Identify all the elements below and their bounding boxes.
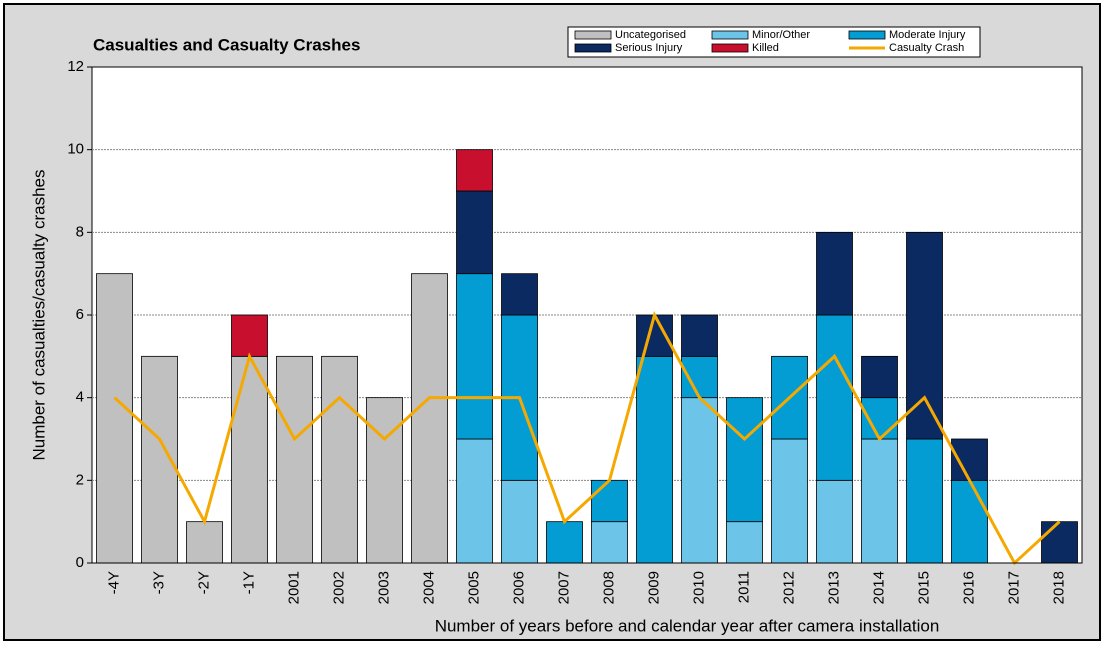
legend-swatch bbox=[848, 30, 886, 40]
x-tick-label: 2009 bbox=[645, 571, 662, 604]
bar-segment bbox=[951, 479, 988, 564]
bar-segment bbox=[816, 314, 853, 481]
bar-segment bbox=[636, 355, 673, 564]
bar-segment bbox=[861, 438, 898, 564]
bar-segment bbox=[861, 355, 898, 399]
bar-segment bbox=[321, 355, 358, 564]
y-axis-label: Number of casualties/casualty crashes bbox=[29, 169, 48, 460]
x-tick-label: 2012 bbox=[780, 571, 797, 604]
y-tick-label: 4 bbox=[76, 389, 84, 406]
x-tick-label: 2014 bbox=[870, 571, 887, 604]
legend-label: Uncategorised bbox=[615, 29, 686, 41]
x-tick-label: 2003 bbox=[375, 571, 392, 604]
bar-segment bbox=[456, 438, 493, 564]
bar-segment bbox=[681, 397, 718, 564]
x-tick-label: 2001 bbox=[285, 571, 302, 604]
legend-label: Minor/Other bbox=[752, 29, 810, 41]
x-tick-label: 2010 bbox=[690, 571, 707, 604]
bar-segment bbox=[456, 149, 493, 192]
y-tick-label: 2 bbox=[76, 471, 84, 488]
x-tick-label: 2002 bbox=[330, 571, 347, 604]
y-tick-label: 6 bbox=[76, 306, 84, 323]
bar-segment bbox=[231, 355, 268, 564]
y-tick-label: 0 bbox=[76, 554, 84, 571]
bar-segment bbox=[501, 479, 538, 564]
bar-segment bbox=[1041, 521, 1078, 564]
bar-segment bbox=[726, 397, 763, 523]
x-tick-label: -2Y bbox=[195, 571, 212, 594]
bar-segment bbox=[411, 273, 448, 564]
x-tick-label: -3Y bbox=[150, 571, 167, 594]
bar-segment bbox=[456, 273, 493, 440]
bar-segment bbox=[501, 273, 538, 316]
x-tick-label: 2013 bbox=[825, 571, 842, 604]
x-tick-label: 2008 bbox=[600, 571, 617, 604]
bar-segment bbox=[816, 479, 853, 564]
legend bbox=[567, 26, 981, 58]
x-tick-label: 2006 bbox=[510, 571, 527, 604]
chart-title: Casualties and Casualty Crashes bbox=[93, 35, 360, 54]
x-tick-label: 2017 bbox=[1005, 571, 1022, 604]
x-tick-label: 2005 bbox=[465, 571, 482, 604]
x-tick-label: -4Y bbox=[105, 571, 122, 594]
bar-segment bbox=[456, 190, 493, 275]
bar-segment bbox=[771, 438, 808, 564]
bar-segment bbox=[816, 231, 853, 316]
legend-label: Serious Injury bbox=[615, 42, 683, 54]
legend-swatch bbox=[711, 30, 749, 40]
bar-segment bbox=[546, 521, 583, 564]
x-tick-label: -1Y bbox=[240, 571, 257, 594]
x-tick-label: 2004 bbox=[420, 571, 437, 604]
bar-segment bbox=[366, 397, 403, 564]
bar-segment bbox=[906, 231, 943, 440]
legend-swatch bbox=[574, 30, 612, 40]
bar-segment bbox=[681, 314, 718, 357]
bar-segment bbox=[231, 314, 268, 357]
y-tick-label: 8 bbox=[76, 223, 84, 240]
legend-swatch bbox=[574, 43, 612, 53]
y-tick-label: 12 bbox=[67, 58, 84, 75]
bar-segment bbox=[591, 479, 628, 523]
x-axis-label: Number of years before and calendar year… bbox=[435, 616, 940, 635]
legend-label: Killed bbox=[752, 42, 779, 54]
legend-swatch bbox=[711, 43, 749, 53]
bar-segment bbox=[186, 521, 223, 564]
bar-segment bbox=[906, 438, 943, 564]
bar-segment bbox=[96, 273, 133, 564]
x-tick-label: 2007 bbox=[555, 571, 572, 604]
legend-label: Casualty Crash bbox=[889, 42, 964, 54]
line-series bbox=[113, 311, 1061, 566]
y-tick-label: 10 bbox=[67, 141, 84, 158]
x-tick-label: 2018 bbox=[1050, 571, 1067, 604]
bar-segment bbox=[591, 521, 628, 564]
bar-segment bbox=[726, 521, 763, 564]
bar-segment bbox=[276, 355, 313, 564]
x-tick-label: 2016 bbox=[960, 571, 977, 604]
legend-label: Moderate Injury bbox=[889, 29, 966, 41]
x-tick-label: 2011 bbox=[735, 571, 752, 603]
x-tick-label: 2015 bbox=[915, 571, 932, 604]
